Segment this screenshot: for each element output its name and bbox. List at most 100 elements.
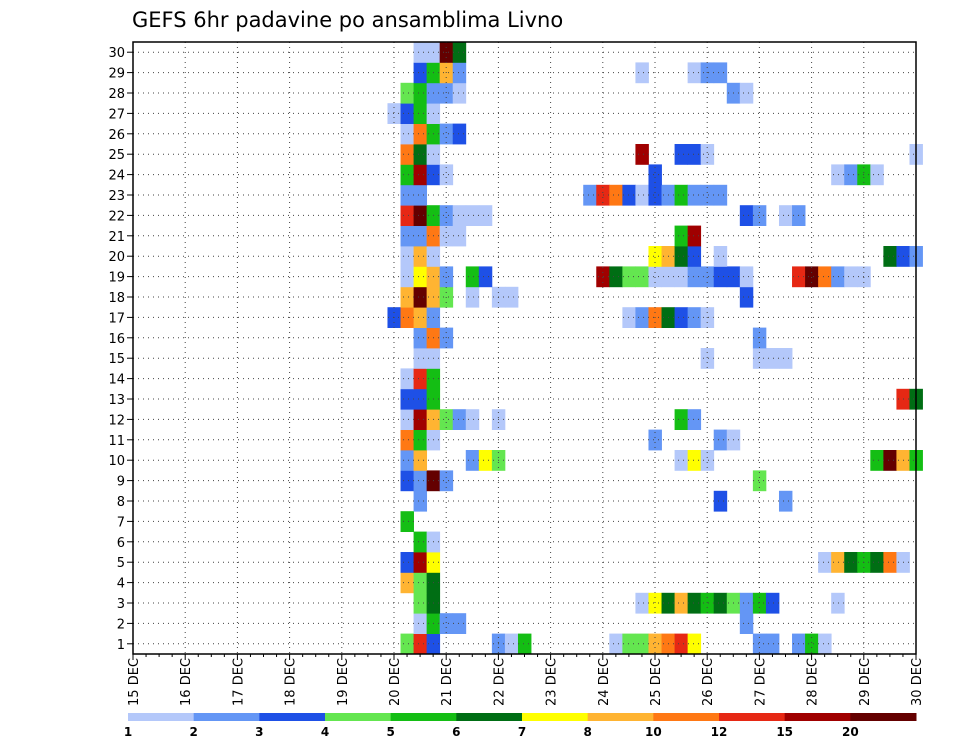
heatmap-cell (478, 266, 493, 288)
heatmap-cell (622, 266, 636, 288)
x-tick-label: 24 DEC (597, 658, 612, 706)
heatmap-cell (465, 450, 480, 471)
heatmap-cell (413, 592, 428, 614)
heatmap-cell (387, 103, 401, 124)
y-tick-label: 22 (108, 209, 125, 224)
heatmap-cell (413, 82, 428, 104)
heatmap-cell (400, 572, 414, 594)
heatmap-cell (713, 592, 728, 614)
heatmap-cell (413, 266, 428, 288)
heatmap-cell (687, 144, 702, 165)
heatmap-cell (687, 307, 702, 328)
heatmap-cell (687, 409, 702, 430)
y-tick-label: 25 (108, 148, 125, 163)
chart-title: GEFS 6hr padavine po ansamblima Livno (132, 8, 563, 32)
heatmap-cell (687, 246, 702, 267)
x-tick-label: 27 DEC (753, 658, 768, 706)
heatmap-cell (517, 633, 532, 655)
y-tick-label: 12 (108, 413, 125, 428)
legend-label: 2 (189, 725, 197, 739)
legend-swatch (784, 713, 851, 721)
heatmap-cell (700, 144, 715, 165)
heatmap-cell (413, 531, 428, 553)
y-tick-label: 21 (108, 230, 125, 245)
heatmap-cell (713, 266, 728, 288)
heatmap-cell (674, 409, 689, 430)
heatmap-cell (674, 450, 689, 471)
heatmap-cell (739, 613, 754, 634)
heatmap-cell (400, 368, 414, 390)
heatmap-cell (413, 388, 428, 410)
legend-label: 8 (583, 725, 591, 739)
heatmap-cell (413, 123, 428, 145)
heatmap-cell (713, 62, 728, 84)
heatmap-cell (674, 266, 689, 288)
heatmap-cell (700, 266, 715, 288)
heatmap-cell (452, 82, 467, 104)
heatmap-cell (674, 246, 689, 267)
heatmap-cell (739, 286, 754, 308)
y-tick-label: 16 (108, 332, 125, 347)
heatmap-cell (818, 633, 832, 655)
heatmap-cell (452, 62, 467, 84)
y-tick-label: 30 (108, 46, 125, 61)
heatmap-cell (831, 592, 845, 614)
x-tick-label: 15 DEC (127, 658, 142, 706)
heatmap-cell (439, 82, 454, 104)
x-tick-label: 21 DEC (440, 658, 455, 706)
x-tick-label: 16 DEC (179, 658, 194, 706)
legend-swatch (193, 713, 260, 721)
heatmap-cell (674, 307, 689, 328)
y-tick-label: 15 (108, 352, 125, 367)
y-tick-label: 5 (117, 556, 125, 571)
heatmap-cell (674, 633, 689, 655)
heatmap-cell (870, 164, 884, 186)
chart-gridlines (133, 42, 916, 654)
heatmap-cell (700, 450, 715, 471)
legend-swatch (259, 713, 326, 721)
x-tick-label: 22 DEC (492, 658, 507, 706)
legend-swatch (325, 713, 392, 721)
heatmap-cell (452, 123, 467, 145)
heatmap-cell (478, 205, 493, 226)
heatmap-cell (635, 266, 649, 288)
heatmap-cell (818, 266, 832, 288)
heatmap-cell (413, 490, 428, 512)
heatmap-cell (805, 266, 819, 288)
x-tick-label: 18 DEC (284, 658, 299, 706)
heatmap-cell (700, 348, 715, 369)
legend-label: 12 (711, 725, 728, 739)
legend-swatch (128, 713, 195, 721)
heatmap-cell (844, 164, 858, 186)
heatmap-cell (400, 184, 414, 206)
heatmap-cell (400, 450, 414, 471)
heatmap-cell (831, 266, 845, 288)
heatmap-cell (400, 511, 414, 532)
heatmap-cell (400, 633, 414, 655)
y-tick-label: 6 (117, 536, 125, 551)
heatmap-cell (413, 164, 428, 186)
heatmap-cell (765, 633, 780, 655)
heatmap-cell (413, 429, 428, 451)
heatmap-cell (504, 633, 519, 655)
x-tick-label: 29 DEC (858, 658, 873, 706)
heatmap-cell (700, 592, 715, 614)
x-axis: 15 DEC 16 DEC 17 DEC 18 DEC 19 DEC 20 DEC 21 D… (127, 654, 925, 706)
heatmap-cell (400, 266, 414, 288)
heatmap-cell (452, 613, 467, 634)
heatmap-cell (857, 266, 871, 288)
heatmap-cell (439, 164, 454, 186)
heatmap-cell (439, 225, 454, 247)
y-tick-label: 2 (117, 617, 125, 632)
heatmap-cell (452, 42, 467, 63)
legend-label: 1 (124, 725, 132, 739)
y-tick-label: 13 (108, 393, 125, 408)
heatmap-cell (413, 205, 428, 226)
heatmap-cell (400, 409, 414, 430)
heatmap-cell (400, 144, 414, 165)
heatmap-cells (387, 42, 923, 655)
legend-swatch (653, 713, 720, 721)
heatmap-cell (400, 429, 414, 451)
heatmap-cell (413, 184, 428, 206)
heatmap-cell (831, 552, 845, 573)
